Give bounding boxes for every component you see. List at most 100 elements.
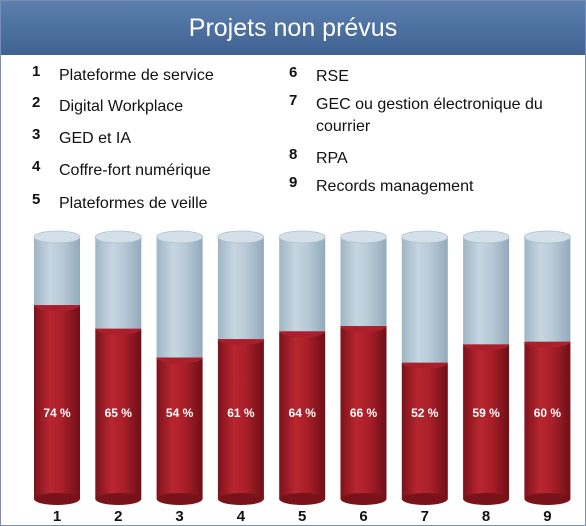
data-label: 54 % xyxy=(166,406,194,420)
cylinder-bottom-cap xyxy=(34,493,80,505)
cylinder-top-cap xyxy=(156,230,204,244)
data-label: 60 % xyxy=(534,406,562,420)
cylinder-split-edge xyxy=(401,362,448,369)
legend-label: GED et IA xyxy=(59,130,132,147)
data-label: 52 % xyxy=(411,406,439,420)
legend-number: 3 xyxy=(32,126,41,143)
cylinder-remaining xyxy=(340,237,387,327)
x-tick-label: 2 xyxy=(114,508,122,525)
cylinder-remaining xyxy=(279,237,326,332)
legend-label: RPA xyxy=(316,150,348,167)
cylinder-top-cap xyxy=(278,230,326,244)
cylinder-top-cap xyxy=(340,230,387,244)
cylinder-top-cap xyxy=(524,230,571,244)
legend-item-4: 4 Coffre-fort numérique xyxy=(32,158,211,182)
cylinder-split-edge xyxy=(463,344,510,351)
legend-item-5: 5 Plateformes de veille xyxy=(32,191,208,215)
cylinder-value xyxy=(156,357,203,499)
cylinder-top-cap xyxy=(401,230,449,244)
legend-item-8: 8 RPA xyxy=(289,146,348,170)
cylinder-remaining xyxy=(95,237,142,329)
cylinder-value xyxy=(217,339,264,499)
cylinder-bottom-cap xyxy=(95,493,142,505)
data-label: 59 % xyxy=(472,406,500,420)
cylinder-bar-4: 61 % 4 xyxy=(217,230,265,525)
cylinder-value xyxy=(463,344,510,499)
x-tick-label: 5 xyxy=(298,508,306,525)
cylinder-top-cap xyxy=(33,230,81,244)
cylinder-bar-3: 54 % 3 xyxy=(156,230,204,525)
x-tick-label: 1 xyxy=(53,508,61,525)
x-tick-label: 7 xyxy=(421,508,429,525)
legend-number: 2 xyxy=(32,94,41,111)
cylinder-value xyxy=(340,326,387,499)
legend-label: GEC ou gestion électronique du courrier xyxy=(316,96,543,135)
chart-title: Projets non prévus xyxy=(1,1,585,55)
legend-label: Records management xyxy=(316,178,474,195)
cylinder-bottom-cap xyxy=(217,493,264,505)
cylinder-bar-6: 66 % 6 xyxy=(340,230,387,525)
cylinder-split-edge xyxy=(340,326,387,333)
cylinder-split-edge xyxy=(156,357,203,364)
cylinder-bar-2: 65 % 2 xyxy=(94,230,142,525)
cylinder-remaining xyxy=(217,237,264,340)
cylinder-value xyxy=(524,341,571,499)
legend-label: Digital Workplace xyxy=(59,98,184,115)
data-label: 66 % xyxy=(350,406,378,420)
legend-item-2: 2 Digital Workplace xyxy=(32,94,184,118)
legend-item-6: 6 RSE xyxy=(289,64,349,88)
legend-number: 6 xyxy=(289,64,298,81)
cylinder-bottom-cap xyxy=(340,493,387,505)
cylinder-split-edge xyxy=(95,328,142,335)
legend-label: Plateformes de veille xyxy=(59,195,208,212)
data-label: 65 % xyxy=(105,406,133,420)
x-tick-label: 8 xyxy=(482,508,490,525)
legend-number: 9 xyxy=(289,174,298,191)
cylinder-remaining xyxy=(463,237,510,345)
legend-number: 4 xyxy=(32,158,41,175)
cylinder-bottom-cap xyxy=(279,493,326,505)
cylinder-split-edge xyxy=(34,305,80,312)
cylinder-bottom-cap xyxy=(524,493,571,505)
cylinder-value xyxy=(401,362,448,499)
legend-label: Coffre-fort numérique xyxy=(59,162,211,179)
legend-item-3: 3 GED et IA xyxy=(32,126,132,150)
cylinder-split-edge xyxy=(279,331,326,338)
cylinder-value xyxy=(279,331,326,499)
cylinder-top-cap xyxy=(462,230,510,244)
legend-label: RSE xyxy=(316,68,349,85)
cylinder-bottom-cap xyxy=(156,493,203,505)
legend-item-9: 9 Records management xyxy=(289,174,474,198)
cylinder-split-edge xyxy=(524,341,571,348)
cylinder-top-cap xyxy=(94,230,142,244)
cylinder-bottom-cap xyxy=(401,493,448,505)
legend-number: 8 xyxy=(289,146,298,163)
cylinder-bottom-cap xyxy=(463,493,510,505)
cylinder-remaining xyxy=(401,237,448,363)
cylinder-remaining xyxy=(524,237,571,342)
x-tick-label: 3 xyxy=(175,508,183,525)
cylinder-bar-7: 52 % 7 xyxy=(401,230,449,525)
cylinder-top-cap xyxy=(217,230,265,244)
cylinder-bar-1: 74 % 1 xyxy=(33,230,81,525)
legend-item-1: 1 Plateforme de service xyxy=(32,63,214,87)
data-label: 61 % xyxy=(227,406,255,420)
x-tick-label: 9 xyxy=(543,508,551,525)
legend-number: 7 xyxy=(289,92,298,109)
cylinder-remaining xyxy=(34,237,80,306)
cylinder-remaining xyxy=(156,237,203,358)
cylinder-split-edge xyxy=(217,339,264,346)
legend-item-7: 7 GEC ou gestion électronique du courrie… xyxy=(289,92,578,138)
data-label: 74 % xyxy=(43,406,71,420)
legend-number: 1 xyxy=(32,63,41,80)
cylinder-bar-5: 64 % 5 xyxy=(278,230,326,525)
legend-label: Plateforme de service xyxy=(59,67,214,84)
cylinder-value xyxy=(95,328,142,499)
cylinder-bar-9: 60 % 9 xyxy=(524,230,571,525)
cylinder-bar-8: 59 % 8 xyxy=(462,230,510,525)
cylinder-value xyxy=(34,305,80,499)
legend-number: 5 xyxy=(32,191,41,208)
x-tick-label: 6 xyxy=(359,508,367,525)
